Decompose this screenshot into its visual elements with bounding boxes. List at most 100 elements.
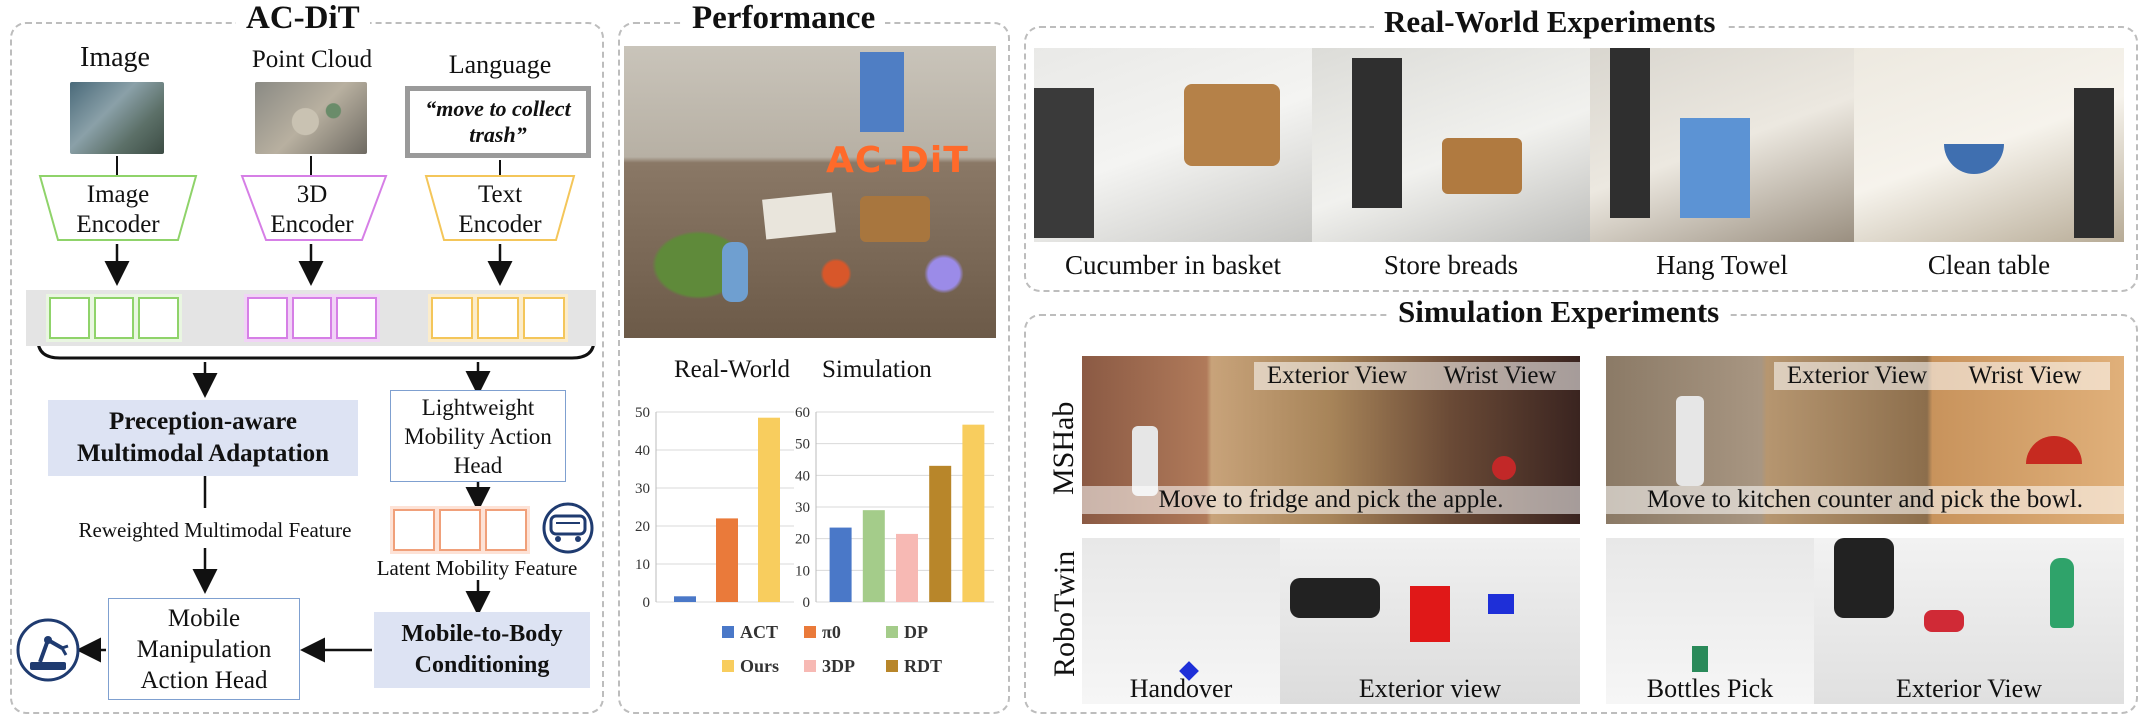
text-token [431, 297, 473, 339]
legend-swatch [804, 626, 816, 638]
text-encoder-label: Text Encoder [458, 181, 542, 238]
perception-adaptation-label: Preception-aware Multimodal Adaptation [76, 408, 330, 467]
mobile-to-body-conditioning-label: Mobile-to-Body Conditioning [401, 621, 563, 678]
text-token [523, 297, 565, 339]
sim-bowl [2026, 436, 2082, 464]
image-tokens [46, 294, 182, 342]
photo-basket [1184, 84, 1280, 166]
language-instruction-text: “move to collect trash” [425, 96, 571, 147]
simulation-chart-title: Simulation [822, 356, 932, 383]
sim-gripper [1290, 578, 1380, 618]
latent-mobility-tokens [390, 506, 530, 554]
text-tokens [428, 294, 568, 342]
bar-3DP [896, 533, 918, 602]
performance-scene-photo [624, 46, 996, 338]
bar-Ours [758, 417, 780, 602]
bar-DP [862, 510, 885, 602]
scene-vase [722, 242, 748, 302]
legend-swatch [722, 660, 734, 672]
realworld-title: Real-World Experiments [1374, 4, 1726, 40]
mobility-action-head-label: Lightweight Mobility Action Head [404, 394, 552, 478]
robot-arm-icon [16, 618, 80, 682]
sim-bottle [1692, 646, 1708, 672]
point-cloud-token [247, 297, 288, 339]
bar-Ours [962, 424, 985, 602]
legend-label: Ours [740, 656, 779, 676]
language-input-label: Language [448, 50, 552, 79]
image-input-label: Image [80, 42, 150, 73]
image-token [138, 297, 180, 339]
legend-label: 3DP [822, 656, 855, 676]
realworld-photo-cucumber [1034, 48, 1312, 242]
robotwin-view-caption-2: Exterior View [1896, 674, 2042, 703]
point-cloud-encoder-label: 3D Encoder [270, 181, 354, 238]
task-caption-breads: Store breads [1383, 250, 1519, 280]
mobility-action-head: Lightweight Mobility Action Head [390, 390, 566, 482]
mshab-exterior-view-label-1: Exterior View [1254, 362, 1420, 390]
legend-label: DP [904, 622, 928, 642]
photo-bowl [1944, 144, 2004, 174]
task-caption-table: Clean table [1927, 250, 2051, 280]
realworld-photo-breads [1312, 48, 1590, 242]
mshab-task-caption-1: Move to fridge and pick the apple. [1082, 486, 1580, 514]
mobile-to-body-conditioning-module: Mobile-to-Body Conditioning [374, 612, 590, 688]
robotwin-view-caption-1: Exterior view [1358, 674, 1502, 703]
legend-label: π0 [822, 622, 841, 642]
point-cloud-tokens [244, 294, 380, 342]
realworld-photo-table [1854, 48, 2124, 242]
y-tick-label: 30 [635, 481, 650, 497]
mshab-task-caption-2: Move to kitchen counter and pick the bow… [1606, 486, 2124, 514]
robotwin-task-caption-handover: Handover [1129, 674, 1233, 703]
y-tick-label: 20 [795, 532, 810, 548]
scene-book [762, 192, 836, 240]
point-cloud-thumbnail [255, 82, 367, 154]
image-input-thumbnail [70, 82, 164, 154]
perception-adaptation-module: Preception-aware Multimodal Adaptation [48, 400, 358, 476]
robotwin-scene-handover-exterior [1280, 538, 1580, 704]
y-tick-label: 10 [795, 563, 810, 579]
image-encoder-label: Image Encoder [76, 181, 160, 238]
text-token [477, 297, 519, 339]
robotwin-scene-bottles-exterior [1814, 538, 2124, 704]
performance-bar-charts: 0 10 20 30 40 50 0 10 20 30 40 50 60 ACT π0 DP Ours 3DP RD… [635, 405, 994, 676]
manipulation-action-head-label: Mobile Manipulation Action Head [136, 604, 272, 694]
realworld-photo-towel [1590, 48, 1854, 242]
legend-label: ACT [740, 622, 778, 642]
latent-mobility-feature-label: Latent Mobility Feature [376, 556, 578, 580]
photo-robot-arm [1352, 58, 1402, 208]
point-cloud-token [336, 297, 378, 339]
performance-title: Performance [682, 0, 886, 37]
bar-ACT [829, 527, 852, 602]
legend-label: RDT [904, 656, 942, 676]
legend-swatch [722, 626, 734, 638]
photo-basket [1442, 138, 1522, 194]
sim-green-bottle [2050, 558, 2074, 628]
scene-basket [860, 196, 930, 242]
y-tick-label: 30 [795, 500, 810, 516]
y-tick-label: 10 [635, 557, 650, 573]
mobile-base-icon [542, 502, 594, 554]
scene-towel [860, 52, 904, 132]
latent-mobility-token [439, 509, 481, 551]
acdit-diagram-graphics [16, 156, 596, 682]
image-encoder-shape [38, 175, 198, 241]
mshab-exterior-view-label-2: Exterior View [1774, 362, 1940, 390]
y-tick-label: 0 [803, 595, 811, 611]
mshab-wrist-view-label-1: Wrist View [1420, 362, 1580, 390]
text-encoder-shape [424, 175, 576, 241]
realworld-chart-title: Real-World [674, 356, 791, 383]
sim-red-bottle [1924, 610, 1964, 632]
mshab-wrist-view-label-2: Wrist View [1940, 362, 2110, 390]
performance-overlay-text: AC-DiT [826, 140, 969, 181]
mshab-row-label: MSHab [1047, 401, 1080, 495]
legend-swatch [886, 626, 898, 638]
bar-ACT [674, 596, 696, 602]
sim-red-block [1410, 586, 1450, 642]
y-tick-label: 50 [795, 437, 810, 453]
sim-robot-body [1132, 426, 1158, 496]
y-tick-label: 40 [795, 468, 810, 484]
bar-RDT [929, 465, 952, 602]
legend-swatch [886, 660, 898, 672]
robotwin-scene-handover-overview [1082, 538, 1280, 704]
latent-mobility-token [485, 509, 527, 551]
